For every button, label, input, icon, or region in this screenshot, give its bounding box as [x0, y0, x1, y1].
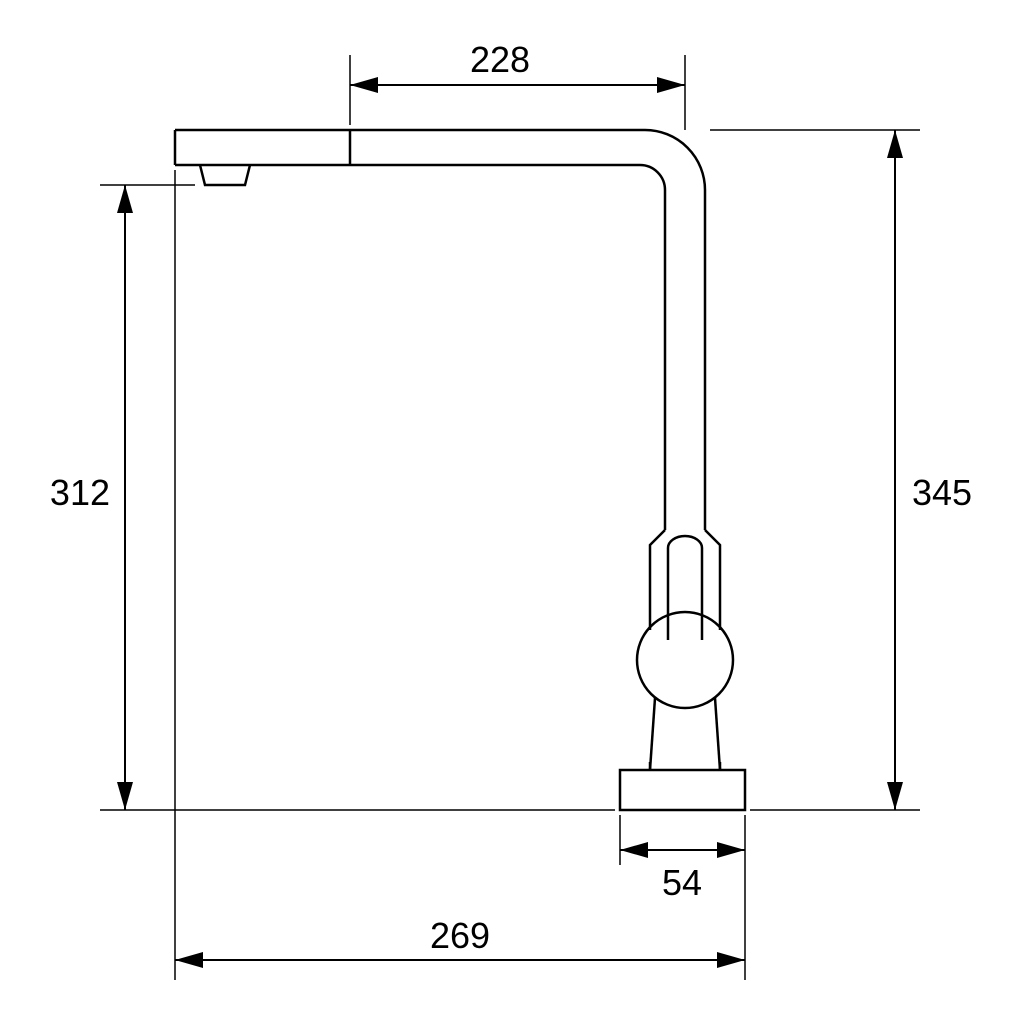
dimension-base-diameter: 54: [620, 815, 745, 903]
dimension-height-left: 312: [50, 185, 615, 810]
dimension-spout-reach: 228: [350, 39, 685, 130]
dim-label-base-diameter: 54: [662, 862, 702, 903]
dim-label-height-left: 312: [50, 472, 110, 513]
dim-label-height-right: 345: [912, 472, 972, 513]
dim-label-overall-width: 269: [430, 915, 490, 956]
dimension-overall-width: 269: [175, 170, 745, 980]
dim-label-spout-reach: 228: [470, 39, 530, 80]
technical-drawing: 228 312 345 54 269: [0, 0, 1024, 1024]
dimension-height-right: 345: [710, 130, 972, 810]
faucet-outline: [175, 130, 745, 810]
